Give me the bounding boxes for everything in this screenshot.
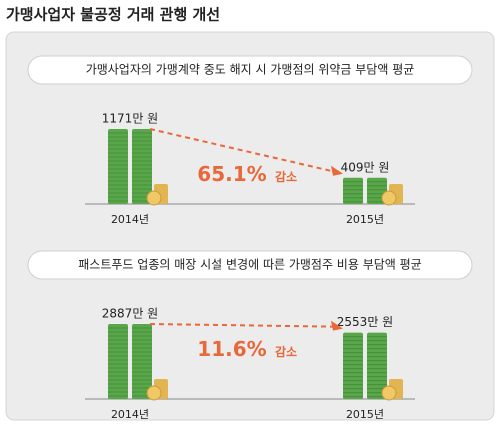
trend-arrow bbox=[149, 323, 336, 328]
money-stack bbox=[343, 332, 387, 399]
stack-column bbox=[367, 332, 387, 399]
x-tick-label: 2014년 bbox=[111, 213, 149, 226]
stack-column bbox=[343, 332, 363, 399]
panel-background bbox=[5, 31, 495, 421]
change-percent: 11.6% bbox=[197, 337, 266, 361]
chart-subtitle: 패스트푸드 업종의 매장 시설 변경에 따른 가맹점주 비용 부담액 평균 bbox=[78, 258, 421, 272]
x-tick-label: 2015년 bbox=[346, 408, 384, 421]
change-label: 감소 bbox=[275, 169, 297, 184]
arrow-head bbox=[331, 320, 343, 331]
arrow-head bbox=[331, 165, 343, 176]
coin bbox=[146, 385, 162, 401]
coin bbox=[146, 190, 162, 206]
subtitle-pill bbox=[27, 55, 473, 85]
change-label: 감소 bbox=[275, 344, 297, 359]
value-label: 2887만 원 bbox=[102, 307, 158, 321]
money-stack bbox=[108, 324, 152, 399]
value-label: 1171만 원 bbox=[102, 112, 158, 126]
trend-arrow bbox=[149, 128, 336, 173]
chart-subtitle: 가맹사업자의 가맹계약 중도 해지 시 가맹점의 위약금 부담액 평균 bbox=[86, 62, 415, 77]
x-tick-label: 2014년 bbox=[111, 408, 149, 421]
page-title: 가맹사업자 불공정 거래 관행 개선 bbox=[6, 6, 220, 24]
value-label: 2553만 원 bbox=[337, 315, 393, 329]
coin bbox=[381, 190, 397, 206]
coin bbox=[381, 385, 397, 401]
value-label: 409만 원 bbox=[341, 160, 390, 174]
change-percent: 65.1% bbox=[197, 162, 266, 186]
x-tick-label: 2015년 bbox=[346, 213, 384, 226]
money-stack bbox=[108, 129, 152, 204]
subtitle-pill bbox=[27, 250, 473, 280]
